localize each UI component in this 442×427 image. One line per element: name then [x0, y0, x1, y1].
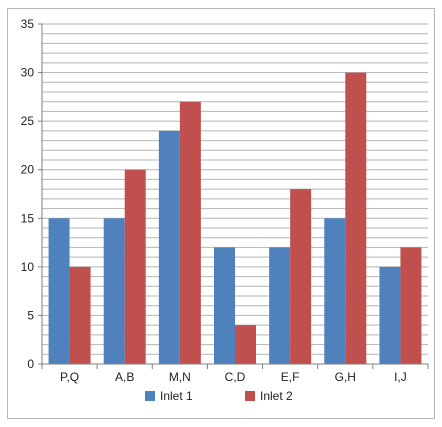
legend-label: Inlet 2: [260, 389, 293, 403]
y-tick-label: 15: [21, 211, 35, 225]
bar: [103, 218, 125, 364]
x-tick-label: M,N: [169, 370, 191, 384]
bar: [69, 266, 91, 364]
bar: [269, 247, 291, 364]
y-tick-label: 0: [27, 357, 34, 371]
bar: [48, 218, 70, 364]
bar: [290, 189, 312, 364]
y-axis-tick-labels: 0 5 10 15 20 25 30 35: [21, 17, 35, 371]
x-tick-label: A,B: [115, 370, 134, 384]
x-tick-label: C,D: [225, 370, 246, 384]
bar: [124, 169, 146, 364]
x-tick-label: I,J: [394, 370, 407, 384]
legend-label: Inlet 1: [160, 389, 193, 403]
legend: Inlet 1 Inlet 2: [145, 389, 293, 403]
legend-swatch: [245, 391, 255, 401]
bar: [158, 130, 180, 364]
y-tick-label: 5: [27, 308, 34, 322]
x-tick-label: P,Q: [60, 370, 79, 384]
bar: [235, 325, 256, 364]
bar: [214, 247, 235, 364]
bar: [400, 247, 422, 364]
bar: [179, 101, 201, 364]
bars: [48, 72, 422, 365]
axes: [38, 23, 429, 369]
y-tick-label: 10: [21, 260, 35, 274]
y-tick-label: 30: [21, 66, 35, 80]
y-tick-label: 35: [21, 17, 35, 31]
bar: [345, 72, 367, 365]
bar: [379, 266, 401, 364]
y-tick-label: 20: [21, 163, 35, 177]
y-tick-label: 25: [21, 114, 35, 128]
bar: [324, 218, 346, 364]
x-axis-tick-labels: P,Q A,B M,N C,D E,F G,H I,J: [60, 370, 407, 384]
legend-swatch: [145, 391, 155, 401]
x-tick-label: E,F: [281, 370, 300, 384]
x-tick-label: G,H: [335, 370, 356, 384]
